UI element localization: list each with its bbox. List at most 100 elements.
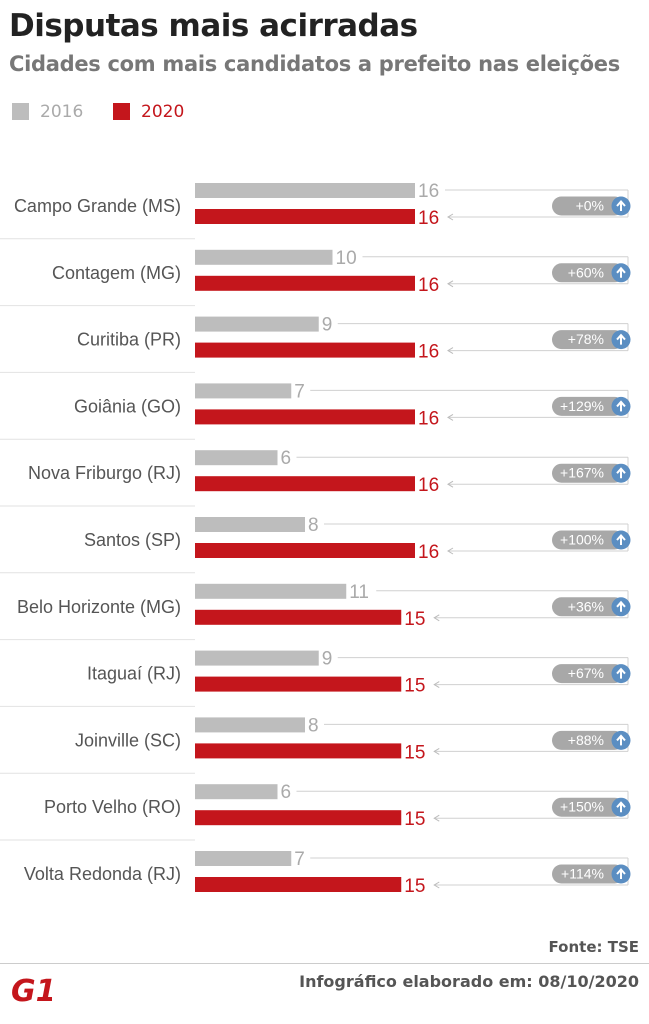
change-badge-label: +150%	[560, 799, 604, 815]
connector-arrow	[433, 614, 440, 622]
connector-arrow	[433, 681, 440, 689]
arrow-up-icon-glyph	[616, 600, 626, 612]
value-label-2016: 6	[281, 448, 292, 469]
category-label: Campo Grande (MS)	[14, 196, 181, 216]
category-label: Santos (SP)	[84, 530, 181, 550]
bar-2016	[195, 183, 415, 198]
change-badge-label: +100%	[560, 532, 604, 548]
bar-2016	[195, 383, 292, 399]
category-label: Belo Horizonte (MG)	[17, 597, 181, 617]
change-badge-label: +114%	[561, 866, 604, 882]
connector-arrow	[447, 280, 454, 288]
change-badge	[552, 396, 624, 416]
value-label-2020: 15	[404, 676, 425, 697]
bar-2020	[195, 743, 402, 759]
bar-2020	[195, 609, 402, 625]
bar-2020	[195, 676, 402, 692]
connector-arrow	[447, 347, 454, 355]
category-label: Volta Redonda (RJ)	[24, 864, 181, 884]
arrow-up-icon-glyph	[616, 333, 626, 345]
change-badge	[552, 196, 624, 216]
connector-arrow	[433, 747, 440, 755]
value-label-2020: 15	[404, 609, 425, 630]
category-label: Contagem (MG)	[52, 263, 181, 283]
change-badge-label: +60%	[568, 264, 604, 280]
arrow-up-icon-glyph	[616, 801, 626, 813]
g1-logo: G1	[11, 974, 52, 1006]
value-label-2016: 11	[349, 582, 369, 603]
value-label-2016: 7	[294, 849, 305, 870]
bar-2016	[195, 450, 278, 466]
bar-2016	[195, 249, 333, 265]
change-badge	[552, 263, 624, 283]
value-label-2020: 15	[404, 742, 425, 763]
arrow-up-icon-glyph	[616, 867, 626, 879]
bar-2020	[195, 209, 415, 224]
value-label-2020: 16	[418, 208, 439, 229]
category-label: Curitiba (PR)	[77, 330, 181, 350]
change-badge-label: +0%	[576, 198, 604, 214]
credit-note: Infográfico elaborado em: 08/10/2020	[299, 972, 639, 991]
bar-chart: Campo Grande (MS) 16 16 +0% Contagem (MG) 10 1…	[0, 181, 631, 897]
value-label-2020: 16	[418, 408, 439, 429]
value-label-2020: 15	[404, 876, 425, 897]
bar-2016	[195, 717, 305, 733]
value-label-2020: 16	[418, 542, 439, 563]
connector-arrow	[433, 881, 440, 889]
bar-2016	[195, 583, 347, 599]
chart-subtitle: Cidades com mais candidatos a prefeito n…	[9, 52, 620, 76]
category-label: Porto Velho (RO)	[44, 797, 181, 817]
value-label-2016: 16	[418, 181, 439, 202]
bar-2020	[195, 275, 415, 291]
change-badge	[552, 330, 624, 350]
change-badge	[552, 664, 624, 684]
connector-arrow	[447, 480, 454, 488]
value-label-2016: 6	[281, 782, 292, 803]
change-badge-label: +67%	[568, 665, 604, 681]
value-label-2016: 8	[308, 715, 319, 736]
value-label-2016: 9	[322, 315, 333, 336]
value-label-2016: 8	[308, 515, 319, 536]
value-label-2020: 16	[418, 342, 439, 363]
arrow-up-icon-glyph	[616, 400, 626, 412]
bar-2020	[195, 476, 415, 492]
arrow-up-icon-glyph	[616, 199, 626, 211]
value-label-2020: 15	[404, 809, 425, 830]
connector-arrow	[433, 814, 440, 822]
value-label-2016: 7	[294, 381, 305, 402]
bar-2016	[195, 650, 319, 666]
value-label-2016: 9	[322, 649, 333, 670]
bar-2020	[195, 409, 415, 425]
category-label: Joinville (SC)	[75, 730, 181, 750]
arrow-up-icon-glyph	[616, 467, 626, 479]
bar-2016	[195, 784, 278, 800]
arrow-up-icon-glyph	[616, 667, 626, 679]
connector-arrow	[447, 213, 454, 221]
footer-divider	[0, 963, 649, 964]
connector-arrow	[447, 413, 454, 421]
change-badge	[552, 463, 624, 483]
change-badge-label: +36%	[568, 598, 604, 614]
arrow-up-icon-glyph	[616, 266, 626, 278]
arrow-up-icon-glyph	[616, 734, 626, 746]
bar-2020	[195, 810, 402, 826]
change-badge-label: +167%	[560, 465, 604, 481]
change-badge	[552, 797, 624, 817]
legend-swatch-2016	[12, 103, 29, 120]
connector-arrow	[447, 547, 454, 555]
source-note: Fonte: TSE	[548, 938, 639, 956]
change-badge-label: +88%	[568, 732, 604, 748]
bar-2020	[195, 877, 402, 892]
legend-swatch-2020	[113, 103, 130, 120]
change-badge	[552, 597, 624, 617]
g1-logo-text: G1	[11, 974, 52, 1006]
chart-title: Disputas mais acirradas	[9, 8, 418, 44]
value-label-2020: 16	[418, 275, 439, 296]
change-badge	[552, 730, 624, 750]
bar-2020	[195, 342, 415, 358]
category-label: Goiânia (GO)	[74, 396, 181, 416]
bar-2016	[195, 517, 305, 532]
change-badge-label: +129%	[560, 398, 604, 414]
arrow-up-icon-glyph	[616, 533, 626, 545]
change-badge	[552, 864, 624, 884]
